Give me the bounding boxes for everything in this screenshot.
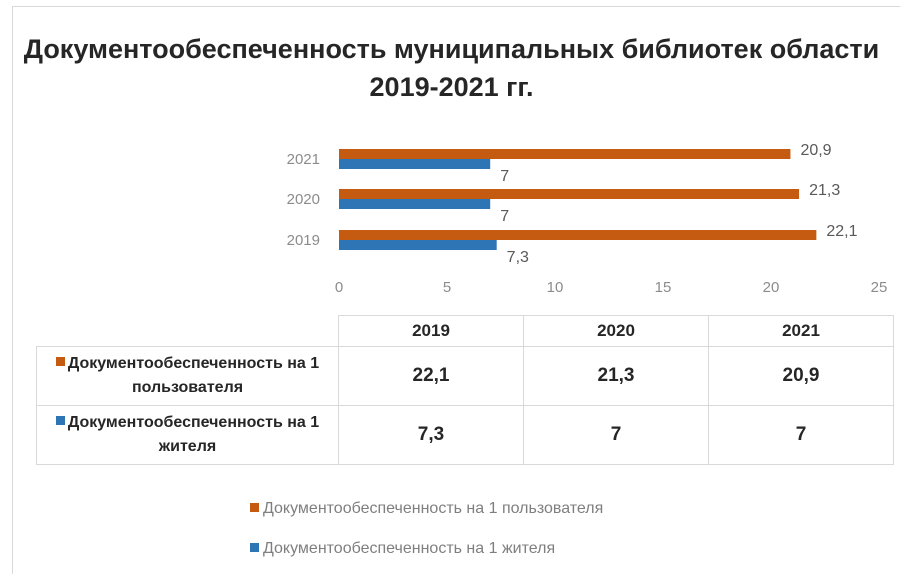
bar xyxy=(339,189,800,199)
legend-key-residents-icon xyxy=(55,416,65,425)
x-tick-label: 25 xyxy=(871,279,888,296)
data-label: 20,9 xyxy=(800,142,831,159)
data-table-header-row: 2019 2020 2021 xyxy=(36,315,894,347)
x-tick-label: 5 xyxy=(443,279,451,296)
data-table-cell: 20,9 xyxy=(708,346,894,406)
data-table-rowhead-users: Документообеспеченность на 1 пользовател… xyxy=(36,346,339,406)
y-tick-label: 2021 xyxy=(287,151,320,168)
data-table-header-2020: 2020 xyxy=(523,315,709,347)
legend-item-users: Документообеспеченность на 1 пользовател… xyxy=(250,500,603,518)
legend-users-icon xyxy=(250,503,259,512)
bar xyxy=(339,149,791,159)
data-table-header-2021: 2021 xyxy=(708,315,894,347)
data-table-rowhead-residents: Документообеспеченность на 1 жителя xyxy=(36,405,339,465)
data-table-row-users: Документообеспеченность на 1 пользовател… xyxy=(36,346,894,406)
chart-frame xyxy=(12,6,900,574)
legend-key-users-icon xyxy=(55,357,65,366)
data-table-rowhead-residents-label: Документообеспеченность на 1 жителя xyxy=(67,414,320,455)
data-table: 2019 2020 2021 Документообеспеченность н… xyxy=(36,315,894,465)
data-table-cell: 7 xyxy=(708,405,894,465)
bar xyxy=(339,159,491,169)
chart-title: Документообеспеченность муниципальных би… xyxy=(0,30,903,106)
bar xyxy=(339,230,817,240)
y-tick-label: 2019 xyxy=(287,232,320,249)
x-tick-label: 20 xyxy=(763,279,780,296)
data-table-cell: 22,1 xyxy=(338,346,524,406)
bar xyxy=(339,240,497,250)
data-table-rowhead-users-label: Документообеспеченность на 1 пользовател… xyxy=(67,355,320,396)
x-tick-label: 10 xyxy=(547,279,564,296)
y-tick-label: 2020 xyxy=(287,191,320,208)
data-table-cell: 7,3 xyxy=(338,405,524,465)
x-tick-label: 0 xyxy=(335,279,343,296)
x-tick-label: 15 xyxy=(655,279,672,296)
legend-residents-icon xyxy=(250,543,259,552)
data-label: 7 xyxy=(500,208,509,225)
data-table-corner xyxy=(36,315,339,347)
data-table-cell: 21,3 xyxy=(523,346,709,406)
data-label: 22,1 xyxy=(826,223,857,240)
bar xyxy=(339,199,491,209)
data-table-cell: 7 xyxy=(523,405,709,465)
data-table-header-2019: 2019 xyxy=(338,315,524,347)
data-label: 7 xyxy=(500,168,509,185)
data-label: 21,3 xyxy=(809,182,840,199)
chart-title-text: Документообеспеченность муниципальных би… xyxy=(23,34,880,102)
legend-users-label: Документообеспеченность на 1 пользовател… xyxy=(263,500,604,517)
data-table-row-residents: Документообеспеченность на 1 жителя 7,3 … xyxy=(36,405,894,465)
legend-item-residents: Документообеспеченность на 1 жителя xyxy=(250,540,555,558)
data-label: 7,3 xyxy=(507,249,529,266)
legend-residents-label: Документообеспеченность на 1 жителя xyxy=(263,540,556,557)
